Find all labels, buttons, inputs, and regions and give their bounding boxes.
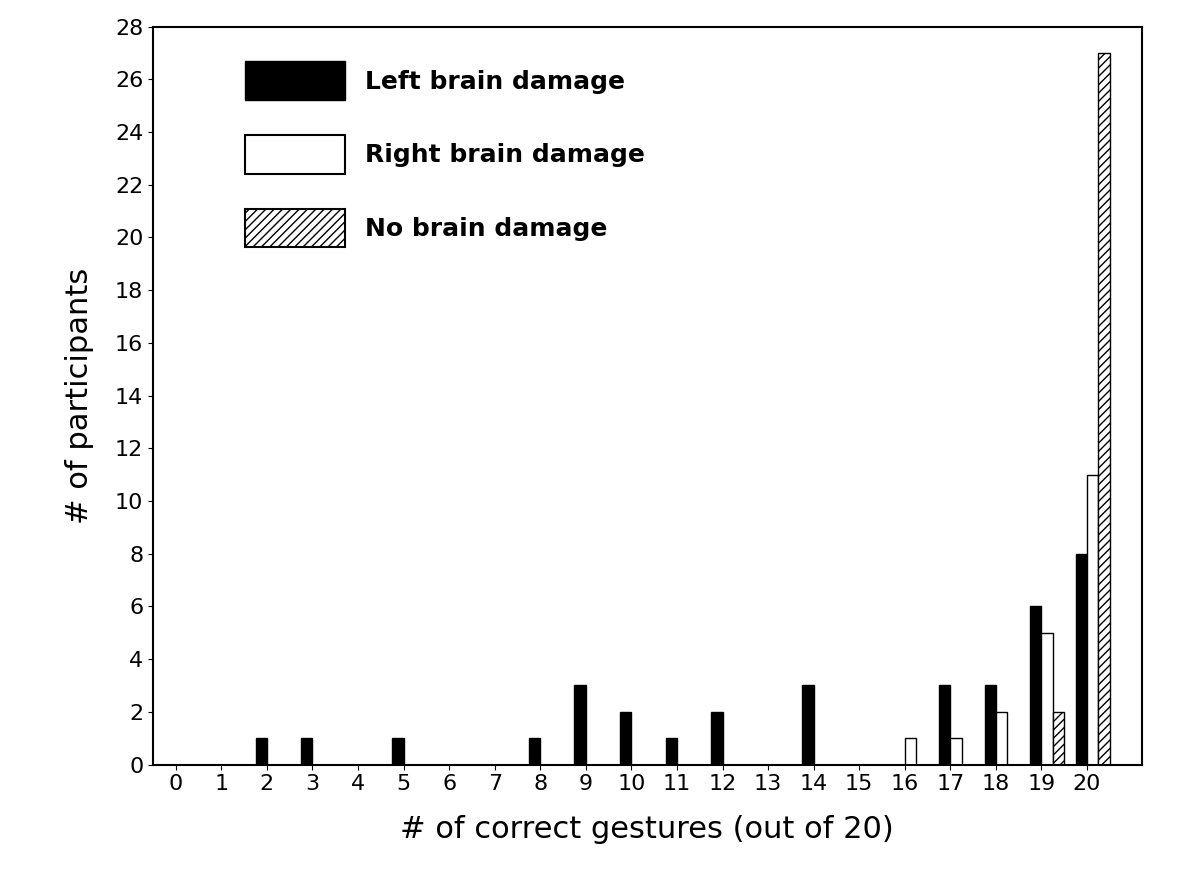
Bar [574,685,586,765]
Bar [392,738,404,765]
Bar [665,738,677,765]
Bar [1053,712,1064,765]
Bar [1088,475,1098,765]
Bar [1098,53,1110,765]
Bar [950,738,962,765]
Bar [528,738,540,765]
Bar [255,738,267,765]
Legend: Left brain damage, Right brain damage, No brain damage: Left brain damage, Right brain damage, N… [245,61,645,247]
Bar [803,685,813,765]
Y-axis label: # of participants: # of participants [65,268,94,524]
Bar [939,685,950,765]
Bar [620,712,631,765]
Bar [1076,554,1088,765]
Bar [711,712,723,765]
Bar [1030,606,1042,765]
X-axis label: # of correct gestures (out of 20): # of correct gestures (out of 20) [400,815,895,844]
Bar [905,738,916,765]
Bar [984,685,996,765]
Bar [1042,633,1053,765]
Bar [301,738,312,765]
Bar [996,712,1008,765]
